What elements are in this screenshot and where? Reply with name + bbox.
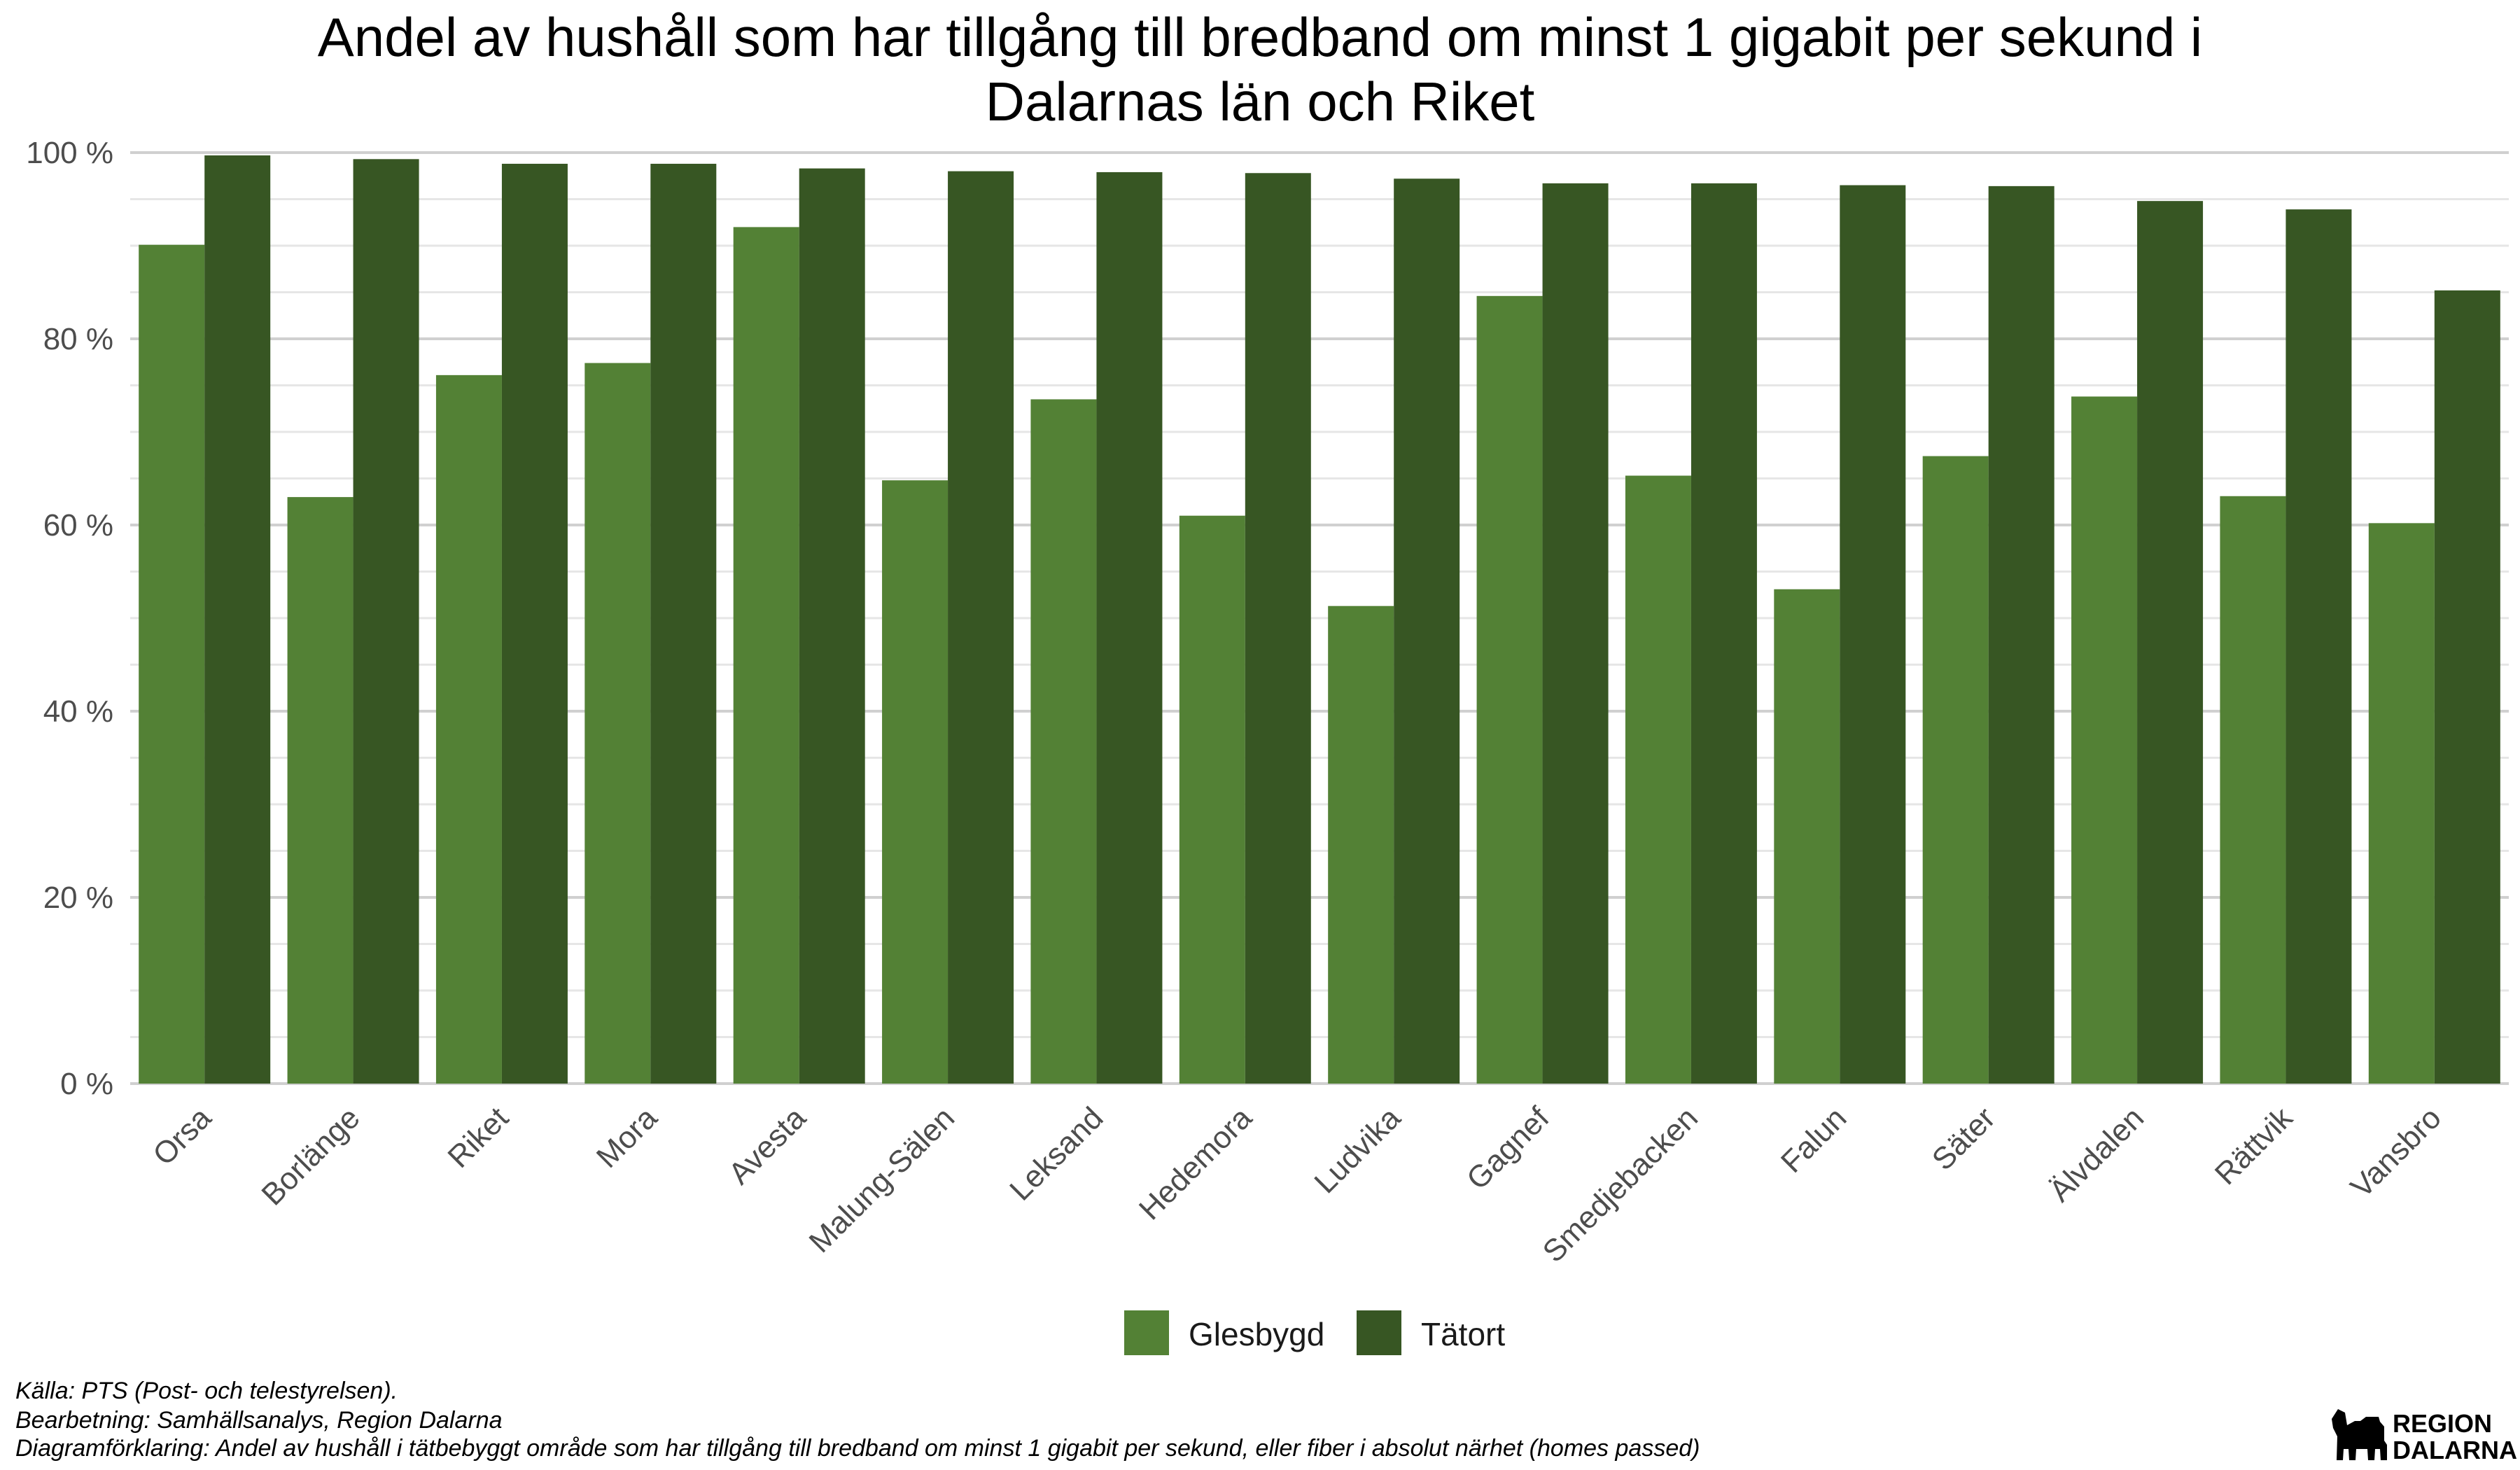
y-tick-label: 80 % bbox=[43, 322, 113, 356]
region-dalarna-logo: REGION DALARNA bbox=[2332, 1409, 2517, 1464]
bar-glesbygd-8 bbox=[1328, 606, 1394, 1084]
bar-glesbygd-2 bbox=[435, 374, 502, 1084]
bar-tätort-3 bbox=[650, 163, 717, 1084]
caption-processing: Bearbetning: Samhällsanalys, Region Dala… bbox=[15, 1407, 503, 1434]
x-tick-label: Ludvika bbox=[1308, 1100, 1407, 1200]
bar-glesbygd-10 bbox=[1625, 475, 1691, 1084]
x-tick-label: Falun bbox=[1774, 1100, 1853, 1179]
bar-tätort-8 bbox=[1394, 178, 1460, 1084]
x-tick-label: Borlänge bbox=[255, 1100, 366, 1212]
x-tick-label: Älvdalen bbox=[2043, 1100, 2150, 1208]
caption-source: Källa: PTS (Post- och telestyrelsen). bbox=[15, 1378, 398, 1404]
bar-tätort-13 bbox=[2137, 201, 2204, 1084]
legend-swatch-glesbygd bbox=[1124, 1310, 1169, 1355]
chart-title-line1: Andel av hushåll som har tillgång till b… bbox=[318, 6, 2203, 68]
x-tick-label: Gagnef bbox=[1460, 1100, 1556, 1196]
y-tick-label: 40 % bbox=[43, 694, 113, 729]
logo-text-region: REGION bbox=[2393, 1409, 2492, 1438]
bar-tätort-6 bbox=[1096, 172, 1163, 1084]
bar-glesbygd-1 bbox=[287, 497, 354, 1084]
chart-title-line2: Dalarnas län och Riket bbox=[986, 71, 1535, 132]
bar-glesbygd-12 bbox=[1922, 456, 1989, 1084]
caption-explanation: Diagramförklaring: Andel av hushåll i tä… bbox=[15, 1435, 1700, 1462]
x-tick-label: Orsa bbox=[146, 1100, 218, 1172]
x-tick-label: Hedemora bbox=[1133, 1100, 1259, 1226]
bar-tätort-1 bbox=[353, 159, 419, 1084]
bar-glesbygd-15 bbox=[2368, 523, 2435, 1084]
bars bbox=[139, 155, 2500, 1084]
bar-tätort-9 bbox=[1542, 183, 1609, 1084]
bar-glesbygd-11 bbox=[1774, 589, 1840, 1084]
x-tick-label: Smedjebacken bbox=[1536, 1100, 1704, 1268]
bar-tätort-0 bbox=[204, 155, 271, 1084]
bar-tätort-5 bbox=[948, 171, 1014, 1084]
legend: Glesbygd Tätort bbox=[1124, 1310, 1505, 1355]
x-tick-label: Mora bbox=[590, 1100, 664, 1175]
bar-tätort-7 bbox=[1245, 173, 1311, 1084]
y-axis-ticks: 0 % 20 % 40 % 60 % 80 % 100 % bbox=[26, 136, 113, 1101]
legend-label-glesbygd: Glesbygd bbox=[1189, 1316, 1324, 1352]
bar-glesbygd-6 bbox=[1030, 399, 1097, 1084]
bar-glesbygd-14 bbox=[2220, 496, 2286, 1084]
bar-tätort-12 bbox=[1988, 186, 2054, 1084]
dala-horse-icon bbox=[2332, 1409, 2387, 1460]
x-tick-label: Avesta bbox=[722, 1100, 813, 1191]
bar-tätort-2 bbox=[501, 163, 568, 1084]
bar-glesbygd-7 bbox=[1179, 515, 1245, 1084]
bar-tätort-11 bbox=[1840, 185, 1906, 1084]
bar-tätort-4 bbox=[799, 168, 865, 1084]
bar-tätort-15 bbox=[2434, 290, 2500, 1084]
bar-glesbygd-4 bbox=[733, 227, 799, 1084]
bar-tätort-14 bbox=[2286, 209, 2352, 1084]
bar-glesbygd-9 bbox=[1476, 295, 1543, 1084]
y-tick-label: 0 % bbox=[60, 1067, 113, 1101]
x-tick-label: Malung-Sälen bbox=[803, 1100, 962, 1259]
legend-swatch-tatort bbox=[1357, 1310, 1401, 1355]
x-tick-label: Leksand bbox=[1003, 1100, 1110, 1207]
x-tick-label: Rättvik bbox=[2208, 1100, 2300, 1191]
bar-tätort-10 bbox=[1690, 183, 1757, 1084]
logo-text-dalarna: DALARNA bbox=[2393, 1436, 2517, 1464]
y-tick-label: 20 % bbox=[43, 881, 113, 915]
x-tick-label: Säter bbox=[1926, 1100, 2002, 1177]
bar-glesbygd-5 bbox=[882, 480, 948, 1084]
x-tick-label: Vansbro bbox=[2344, 1100, 2448, 1204]
bar-glesbygd-13 bbox=[2071, 396, 2138, 1084]
y-tick-label: 100 % bbox=[26, 136, 113, 170]
legend-label-tatort: Tätort bbox=[1421, 1316, 1505, 1352]
y-tick-label: 60 % bbox=[43, 508, 113, 542]
x-tick-label: Riket bbox=[441, 1100, 515, 1175]
bar-glesbygd-3 bbox=[584, 363, 651, 1084]
bar-glesbygd-0 bbox=[139, 244, 205, 1084]
